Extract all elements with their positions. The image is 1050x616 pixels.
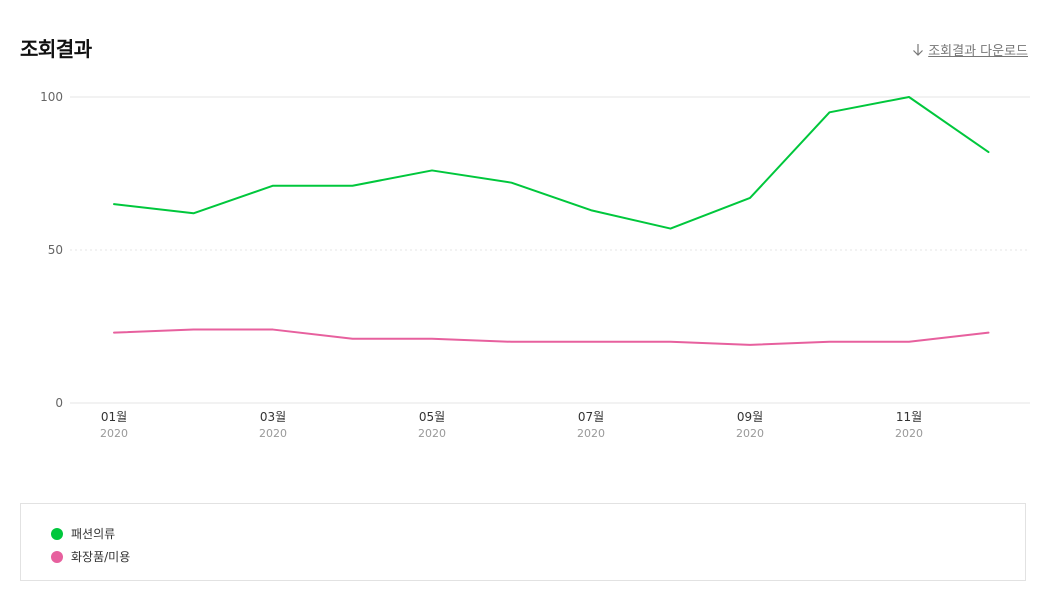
y-tick-label: 100 <box>40 90 63 104</box>
download-results-button[interactable]: 조회결과 다운로드 <box>912 40 1028 59</box>
x-tick-year-label: 2020 <box>100 427 128 440</box>
legend-label: 화장품/미용 <box>71 550 131 564</box>
legend-item-fashion[interactable]: 패션의류 <box>51 525 115 542</box>
x-tick-year-label: 2020 <box>418 427 446 440</box>
download-icon <box>913 43 924 56</box>
x-tick-year-label: 2020 <box>259 427 287 440</box>
x-tick-year-label: 2020 <box>736 427 764 440</box>
x-tick-year-label: 2020 <box>895 427 923 440</box>
series-line-0 <box>113 96 990 230</box>
x-tick-label: 03월 <box>260 410 286 424</box>
x-tick-year-label: 2020 <box>577 427 605 440</box>
x-tick-label: 11월 <box>896 410 922 424</box>
series-line-1 <box>113 328 990 346</box>
y-tick-label: 50 <box>48 243 63 257</box>
legend-item-cosmetics[interactable]: 화장품/미용 <box>51 548 130 565</box>
download-label: 조회결과 다운로드 <box>928 44 1028 59</box>
x-tick-label: 09월 <box>737 410 763 424</box>
legend-label: 패션의류 <box>71 527 116 541</box>
x-tick-label: 07월 <box>578 410 604 424</box>
page-title: 조회결과 <box>20 37 92 61</box>
y-tick-label: 0 <box>55 396 63 410</box>
line-chart: 0 50 100 01월 2020 03월 2020 05월 2020 07월 2020 09월 202… <box>40 90 1030 440</box>
legend-swatch <box>51 550 63 563</box>
legend-swatch <box>51 527 63 540</box>
chart-legend: 패션의류 화장품/미용 <box>20 503 1026 581</box>
x-tick-label: 05월 <box>419 410 445 424</box>
x-tick-label: 01월 <box>101 410 127 424</box>
